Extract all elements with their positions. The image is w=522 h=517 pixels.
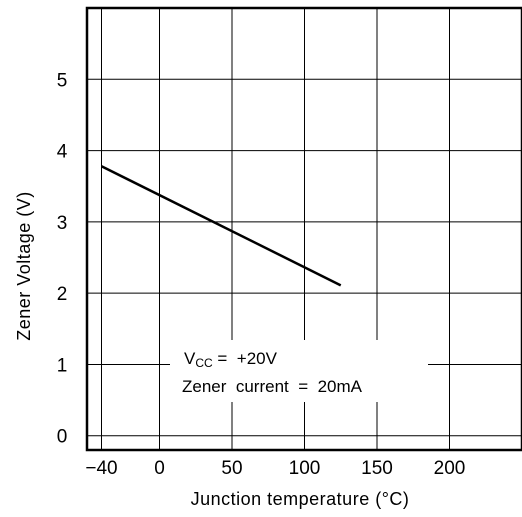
annotation-vcc-sub: CC	[195, 356, 213, 370]
series-layer	[100, 165, 342, 287]
vertical-gridlines	[101, 8, 450, 450]
y-tick-labels: 0 1 2 3 4 5	[57, 70, 68, 447]
y-tick-label: 4	[57, 142, 68, 163]
x-tick-label: 100	[289, 458, 321, 479]
annotation-vcc-main: V	[184, 349, 196, 368]
series-line	[100, 165, 342, 287]
annotation-background	[170, 340, 428, 402]
x-tick-label: 50	[221, 458, 242, 479]
x-tick-label: 150	[361, 458, 393, 479]
x-tick-label: −40	[85, 458, 117, 479]
x-axis-label: Junction temperature (°C)	[191, 489, 410, 509]
annotation-zener-current: Zener current = 20mA	[182, 377, 363, 396]
x-tick-label: 200	[434, 458, 466, 479]
x-tick-label: 0	[154, 458, 165, 479]
horizontal-gridlines	[87, 78, 522, 437]
x-tick-labels: −40 0 50 100 150 200	[85, 458, 465, 479]
annotation-box: VCC = +20V Zener current = 20mA	[170, 340, 428, 402]
y-tick-label: 2	[57, 284, 68, 305]
y-axis-label: Zener Voltage (V)	[14, 191, 34, 341]
y-tick-label: 0	[57, 427, 68, 448]
y-tick-label: 3	[57, 213, 68, 234]
plot-frame	[85, 6, 522, 452]
y-tick-label: 5	[57, 70, 68, 91]
annotation-vcc: VCC = +20V	[184, 349, 278, 370]
y-tick-label: 1	[57, 355, 68, 376]
annotation-vcc-rest: = +20V	[213, 349, 278, 368]
